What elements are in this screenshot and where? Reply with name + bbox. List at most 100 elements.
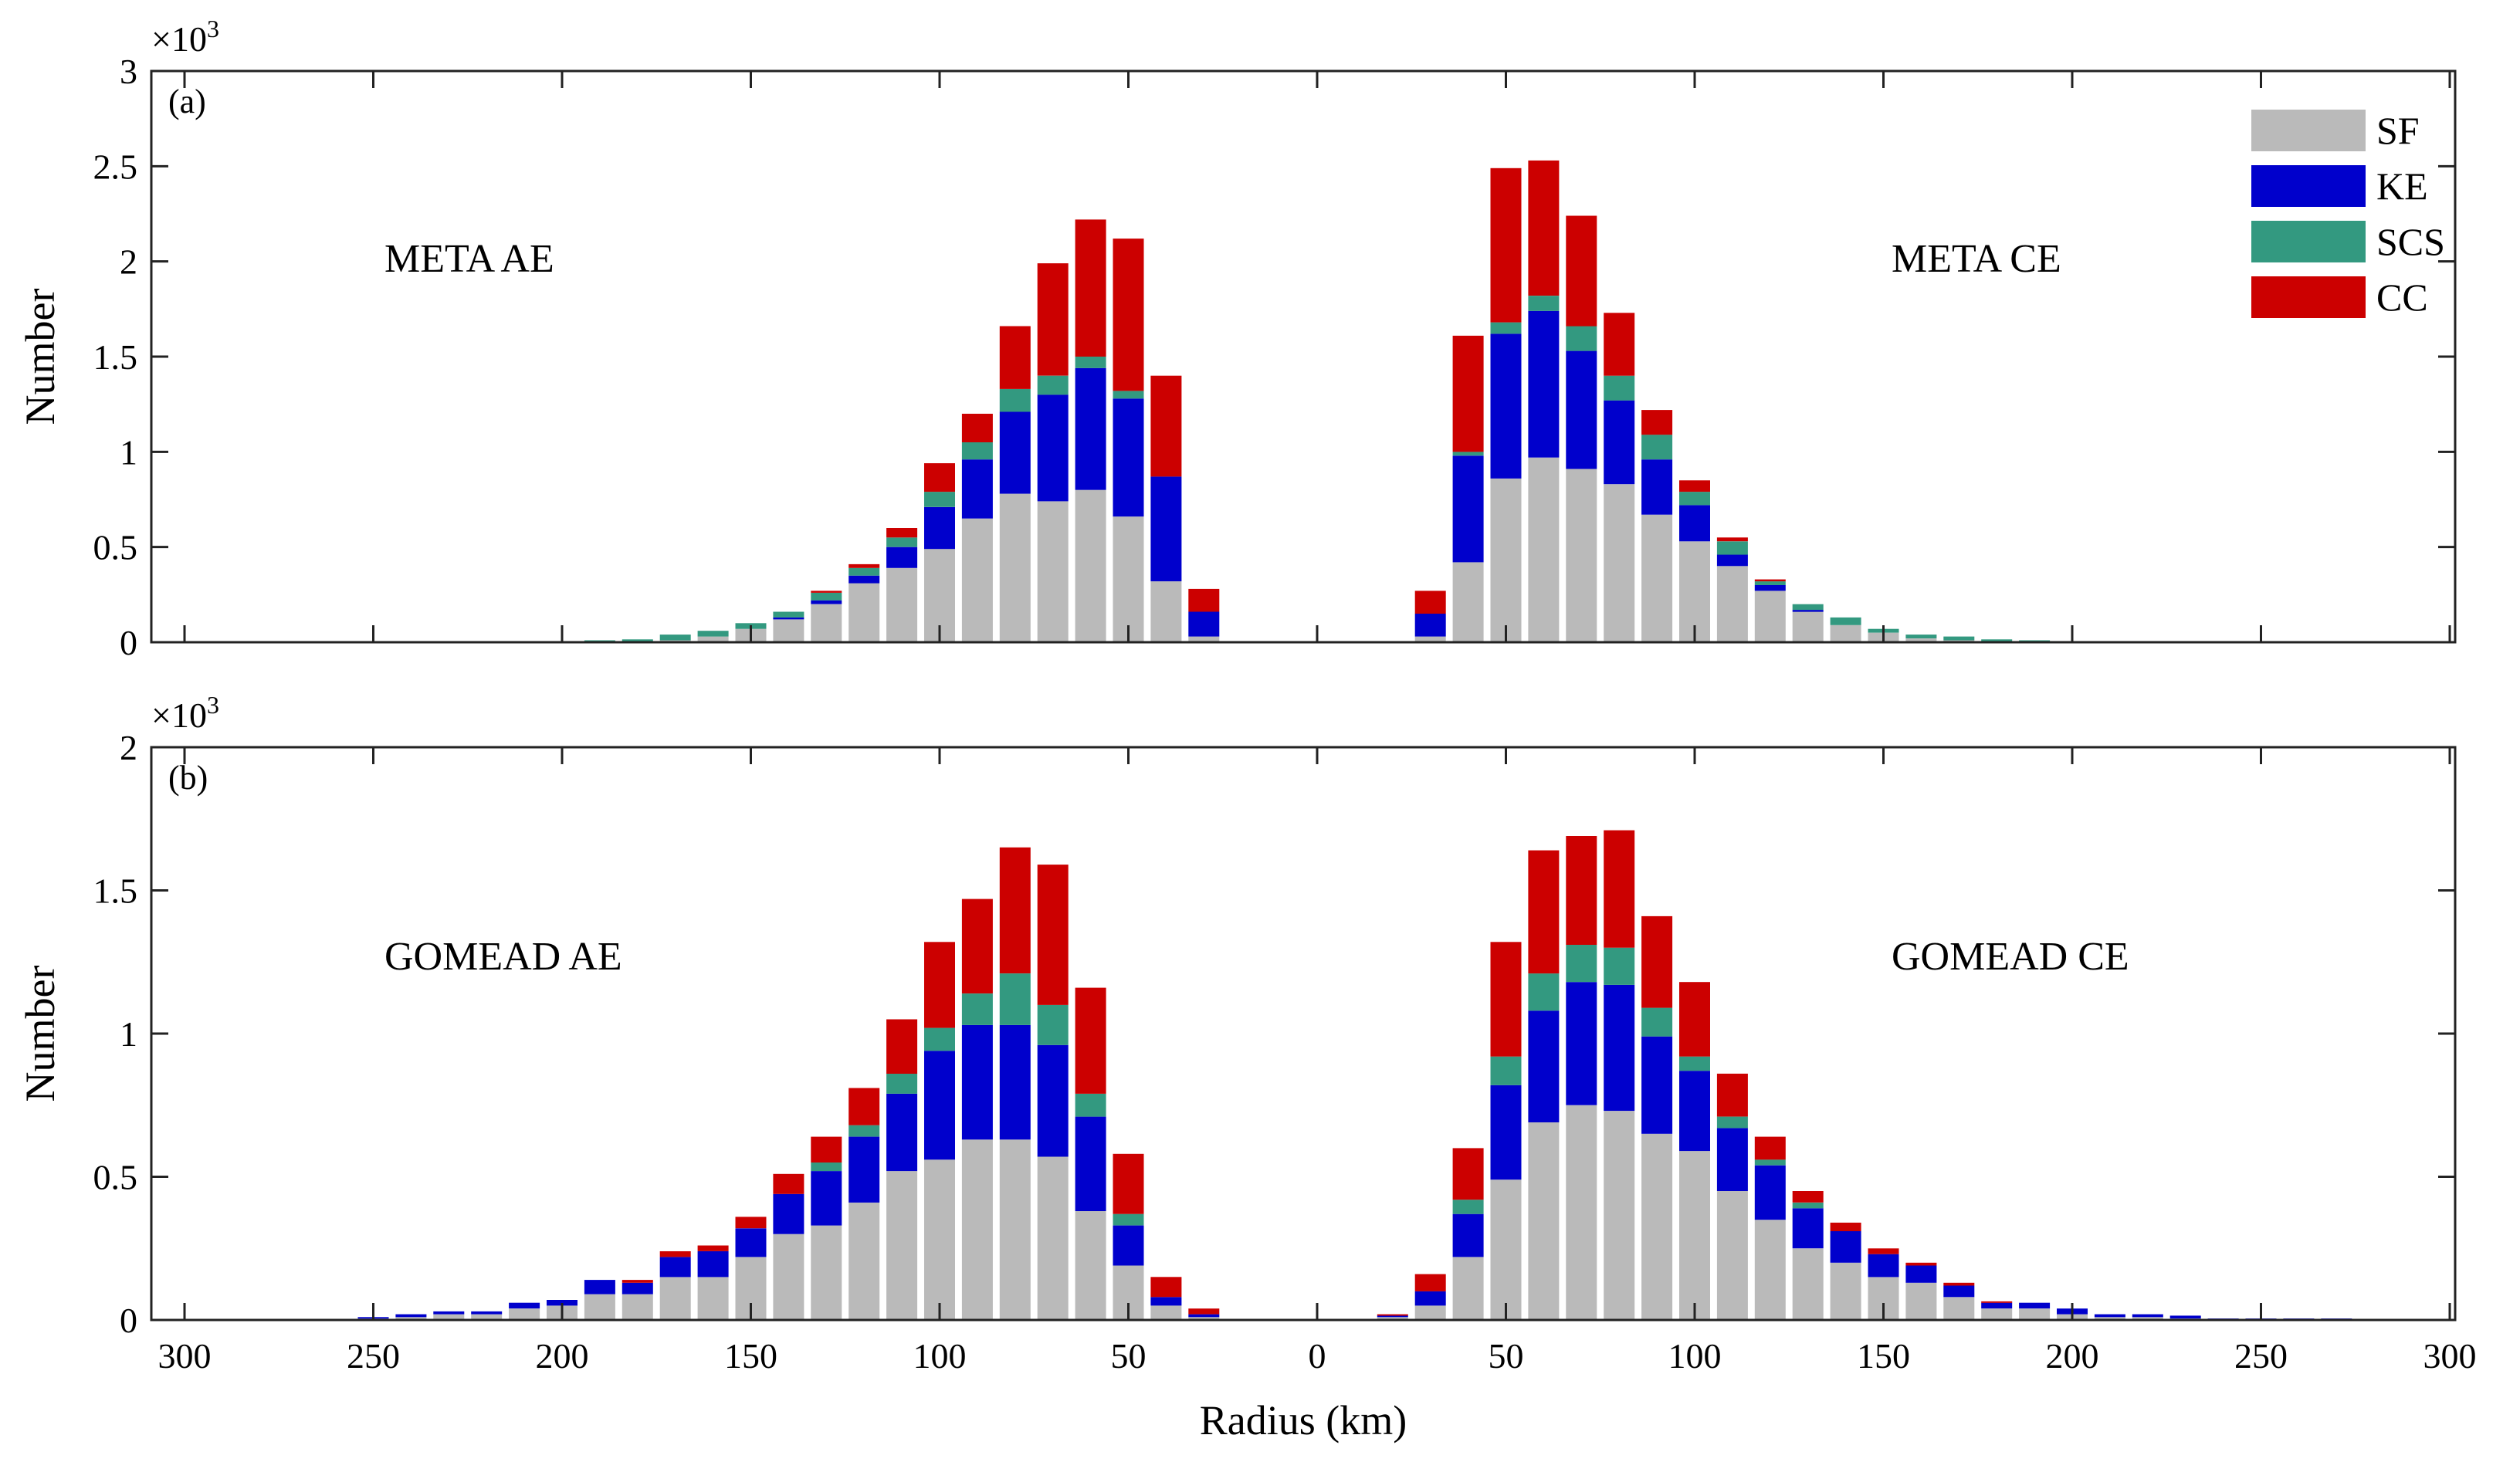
xtick-label: 50	[1111, 1336, 1147, 1376]
multiplier-b: ×103	[151, 691, 219, 735]
bar-b-ce-sf-r50	[1490, 1179, 1522, 1320]
bar-b-ce-ke-r90	[1641, 1036, 1673, 1134]
bar-a-ae-scs-r50	[1113, 391, 1144, 399]
bar-b-ce-ke-r20	[1377, 1315, 1408, 1318]
ytick-label-b: 0	[120, 1301, 137, 1340]
bar-b-ae-sf-r240	[395, 1317, 427, 1320]
bar-b-ae-sf-r110	[886, 1171, 918, 1320]
ytick-label-b: 2	[120, 728, 137, 767]
bar-a-ce-scs-r70	[1566, 326, 1597, 351]
bar-b-ae-cc-r130	[811, 1136, 842, 1162]
bar-a-ce-scs-r50	[1490, 322, 1522, 334]
bar-b-ae-sf-r230	[433, 1314, 465, 1320]
bar-b-ae-ke-r190	[584, 1280, 615, 1294]
bar-a-ce-scs-r100	[1679, 492, 1710, 506]
bar-a-ce-cc-r90	[1641, 410, 1673, 435]
panel-a: 0 0.5 1 1.5 2 2.5 3 ×103 Number (a) META AE META CE	[17, 15, 2457, 662]
bar-a-ce-cc-r70	[1566, 215, 1597, 327]
bar-b-ce-ke-r140	[1830, 1231, 1861, 1263]
bar-a-ce-sf-r50	[1490, 478, 1522, 642]
bar-a-ce-ke-r120	[1754, 585, 1786, 591]
bar-b-ae-sf-r190	[584, 1294, 615, 1320]
bar-b-ae-scs-r60	[1075, 1093, 1106, 1117]
bar-a-ae-sf-r110	[886, 567, 918, 642]
bar-a-ae-cc-r40	[1150, 375, 1182, 477]
bar-b-ae-cc-r150	[735, 1217, 767, 1229]
bar-b-ae-ke-r70	[1037, 1044, 1069, 1157]
bar-a-ae-sf-r80	[999, 493, 1031, 642]
bar-b-ae-sf-r170	[659, 1277, 691, 1320]
bar-b-ce-ke-r180	[1981, 1302, 2013, 1309]
bar-a-ce-sf-r160	[1905, 638, 1937, 642]
bar-a-ce-ke-r70	[1566, 350, 1597, 469]
panel-b: 0 0.5 1 1.5 2 300 250 200 150 100 50 0 50 100 150 200 25…	[17, 691, 2477, 1376]
annotation-left-a: META AE	[384, 237, 554, 281]
xtick-label: 50	[1489, 1336, 1524, 1376]
bar-b-ce-ke-r50	[1490, 1085, 1522, 1180]
bar-a-ae-ke-r30	[1188, 611, 1220, 637]
bar-b-ae-sf-r40	[1150, 1305, 1182, 1320]
legend-label-cc: CC	[2376, 276, 2428, 319]
bar-b-ce-ke-r230	[2169, 1315, 2201, 1319]
bar-a-ce-scs-r60	[1528, 296, 1560, 311]
bar-a-ae-ke-r80	[999, 411, 1031, 494]
ytick-label-b: 1.5	[93, 871, 138, 911]
bar-b-ce-sf-r90	[1641, 1133, 1673, 1320]
bar-a-ce-ke-r30	[1414, 614, 1446, 637]
bar-b-ae-ke-r220	[471, 1311, 503, 1315]
bar-b-ce-scs-r130	[1792, 1202, 1824, 1209]
bar-b-ae-ke-r60	[1075, 1116, 1106, 1211]
bar-b-ce-ke-r170	[1943, 1285, 1975, 1298]
bar-b-ce-sf-r190	[2019, 1308, 2051, 1320]
bar-b-ce-sf-r20	[1377, 1317, 1408, 1320]
xtick-label: 250	[2234, 1336, 2288, 1376]
bar-a-ce-cc-r30	[1414, 591, 1446, 614]
bar-b-ae-sf-r100	[924, 1159, 955, 1320]
bar-a-ae-cc-r110	[886, 528, 918, 538]
bar-b-ce-sf-r160	[1905, 1282, 1937, 1320]
bar-b-ae-scs-r130	[811, 1162, 842, 1172]
xtick-label: 200	[536, 1336, 589, 1376]
bar-b-ce-scs-r70	[1566, 945, 1597, 983]
bar-b-ae-ke-r120	[848, 1136, 880, 1203]
bar-b-ce-ke-r220	[2132, 1314, 2163, 1318]
bar-b-ce-cc-r120	[1754, 1136, 1786, 1160]
bar-a-ce-scs-r40	[1452, 452, 1484, 456]
bar-a-ae-sf-r60	[1075, 489, 1106, 642]
bar-b-ae-cc-r40	[1150, 1277, 1182, 1298]
bar-a-ce-ke-r90	[1641, 459, 1673, 515]
bar-a-ae-sf-r160	[697, 636, 729, 642]
bar-a-ce-ke-r50	[1490, 333, 1522, 479]
bar-b-ce-cc-r110	[1716, 1073, 1748, 1117]
bar-a-ce-cc-r100	[1679, 480, 1710, 492]
bar-a-ae-ke-r110	[886, 547, 918, 568]
bar-a-ce-scs-r140	[1830, 617, 1861, 625]
bar-b-ae-ke-r210	[509, 1302, 540, 1309]
bar-b-ce-sf-r140	[1830, 1262, 1861, 1320]
legend-label-scs: SCS	[2376, 220, 2445, 263]
bar-b-ae-scs-r70	[1037, 1004, 1069, 1045]
bar-b-ae-ke-r150	[735, 1228, 767, 1257]
ytick-label-a: 0.5	[93, 528, 138, 567]
legend-swatch-cc	[2251, 276, 2366, 318]
bar-a-ae-scs-r100	[924, 492, 955, 507]
bar-b-ce-cc-r70	[1566, 836, 1597, 945]
bar-b-ce-cc-r30	[1414, 1274, 1446, 1291]
xtick-label: 100	[913, 1336, 967, 1376]
bar-b-ce-sf-r210	[2094, 1317, 2125, 1320]
bar-a-ce-sf-r40	[1452, 562, 1484, 642]
bar-a-ce-scs-r90	[1641, 435, 1673, 460]
legend-swatch-scs	[2251, 221, 2366, 262]
axes-frame-a	[150, 69, 2457, 644]
bar-b-ce-scs-r40	[1452, 1200, 1484, 1214]
bar-a-ce-ke-r110	[1716, 554, 1748, 567]
bar-a-ae-scs-r70	[1037, 375, 1069, 395]
bar-b-ae-scs-r80	[999, 973, 1031, 1025]
ytick-label-a: 0	[120, 623, 137, 662]
bar-b-ae-scs-r90	[961, 993, 993, 1025]
bar-b-ae-cc-r160	[697, 1245, 729, 1251]
bar-b-ce-ke-r150	[1868, 1254, 1899, 1278]
bar-b-ce-scs-r50	[1490, 1056, 1522, 1085]
bar-b-ce-sf-r130	[1792, 1248, 1824, 1321]
